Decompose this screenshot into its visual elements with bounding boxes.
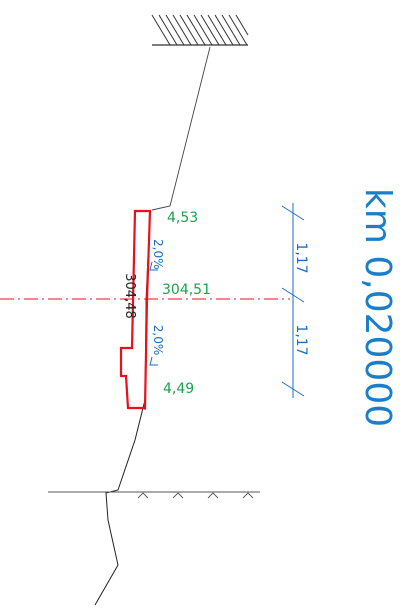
dimension-tick-mid bbox=[281, 287, 305, 303]
width-right-label: 1,17 bbox=[293, 324, 309, 355]
slope-left-arrow-icon bbox=[149, 261, 158, 271]
slope-right-arrow-icon bbox=[149, 356, 158, 366]
pavement-elevation-label: 304,48 bbox=[122, 273, 137, 319]
crown-elevation-label: 304,51 bbox=[162, 282, 211, 298]
terrain-line-lower bbox=[94, 399, 146, 606]
km-station-label: km 0,020000 bbox=[357, 188, 398, 427]
dimension-chain bbox=[281, 203, 305, 398]
elevation-left-label: 4,53 bbox=[167, 210, 198, 226]
width-left-label: 1,17 bbox=[293, 242, 309, 273]
dimension-tick-top bbox=[281, 205, 305, 221]
dimension-tick-bottom bbox=[281, 381, 305, 397]
pavement-outline bbox=[119, 209, 152, 410]
hatched-boundary bbox=[151, 14, 249, 46]
slope-right-label: 2,0% bbox=[151, 325, 165, 356]
ground-level-line bbox=[48, 491, 260, 499]
slope-left-label: 2,0% bbox=[151, 239, 165, 270]
elevation-right-label: 4,49 bbox=[163, 381, 194, 397]
terrain-line-upper bbox=[151, 46, 211, 211]
